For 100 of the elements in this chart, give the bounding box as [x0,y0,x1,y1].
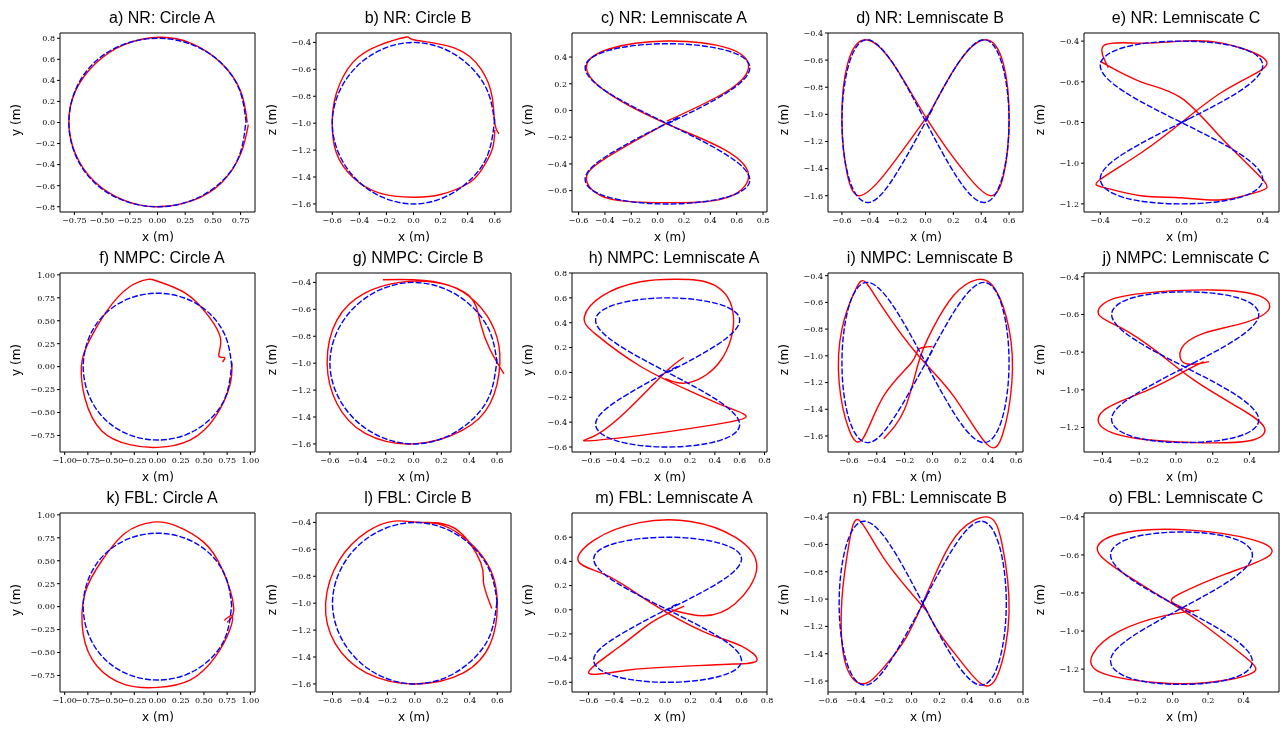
y-tick-label: 1.00 [37,270,55,280]
x-tick-label: 0.00 [148,215,167,225]
y-tick-label: −0.6 [803,540,823,550]
x-axis-title: x (m) [653,469,687,485]
x-axis-title: x (m) [909,229,943,245]
y-tick-label: −0.6 [803,298,823,308]
y-tick-label: −0.2 [35,139,55,149]
y-tick-label: −0.4 [291,518,311,528]
x-tick-label: 0.6 [490,455,504,465]
x-tick-label: −0.4 [595,215,615,225]
x-axis-title: x (m) [909,709,943,725]
x-tick-label: 0.0 [408,695,422,705]
x-tick-label: 0.2 [683,455,697,465]
chart-title: h) NMPC: Lemniscate A [587,248,761,268]
x-tick-label: 0.0 [926,455,939,465]
y-tick-label: −0.2 [547,629,567,639]
y-tick-label: 0.75 [37,293,55,303]
y-tick-label: 0.25 [37,579,55,589]
x-tick-label: −0.2 [874,695,894,705]
chart-title: d) NR: Lemniscate B [855,8,1005,28]
y-tick-label: −0.75 [30,431,55,441]
y-tick-label: 0.0 [554,368,567,378]
x-tick-label: 0.0 [658,695,672,705]
y-tick-label: −1.2 [803,378,823,388]
y-tick-label: −0.4 [35,160,55,170]
y-tick-label: −0.8 [35,202,55,212]
y-tick-label: 0.4 [554,318,567,328]
x-tick-label: −0.4 [860,215,880,225]
y-tick-label: −1.2 [1059,423,1079,433]
y-tick-label: −0.6 [547,186,567,196]
y-tick-label: −1.6 [803,191,823,201]
y-tick-label: −0.50 [30,408,55,418]
x-tick-label: 0.6 [733,455,747,465]
x-tick-label: −0.6 [839,455,859,465]
y-axis-title: z (m) [777,344,791,376]
x-axis-title: x (m) [653,229,687,245]
x-tick-label: 0.6 [488,215,502,225]
line-series [1109,531,1254,686]
chart-title: c) NR: Lemniscate A [600,8,748,28]
y-tick-label: −1.0 [291,359,311,369]
x-axis-title: x (m) [141,229,175,245]
x-tick-label: −1.00 [52,695,77,705]
x-tick-label: 0.8 [758,455,771,465]
x-tick-label: 0.4 [462,455,476,465]
y-tick-label: 0.8 [554,268,567,278]
x-tick-label: 0.6 [490,695,504,705]
y-tick-label: −0.6 [547,678,567,688]
x-axis-title: x (m) [397,469,431,485]
x-tick-label: −0.75 [62,215,87,225]
y-tick-label: −0.2 [547,133,567,143]
y-tick-label: −0.6 [547,442,567,452]
x-tick-label: −0.2 [377,695,398,705]
x-tick-label: 0.0 [407,455,420,465]
chart-title: g) NMPC: Circle B [351,248,485,268]
y-tick-label: −0.4 [803,512,823,522]
x-tick-label: 0.8 [760,695,774,705]
x-tick-label: 0.6 [1009,455,1023,465]
x-tick-label: −0.2 [629,695,650,705]
y-tick-label: 0.0 [554,605,567,615]
x-tick-label: 0.4 [703,215,717,225]
x-tick-label: 0.75 [231,215,250,225]
line-series [594,297,741,448]
x-tick-label: −0.6 [322,695,343,705]
x-tick-label: −0.2 [894,455,915,465]
chart-title: l) FBL: Circle B [363,488,473,508]
y-tick-label: −1.0 [291,119,311,129]
x-tick-label: −0.6 [568,215,589,225]
x-tick-label: −0.25 [117,215,143,225]
y-tick-label: 0.25 [37,339,55,349]
x-tick-label: −0.6 [580,455,601,465]
x-tick-label: 0.6 [988,695,1002,705]
x-axis-title: x (m) [397,709,431,725]
y-tick-label: −1.4 [803,649,823,659]
x-tick-label: 0.0 [919,215,932,225]
x-axis-title: x (m) [397,229,431,245]
y-tick-label: 0.4 [554,52,567,62]
x-tick-label: 0.4 [974,215,988,225]
y-tick-label: 0.50 [37,316,55,326]
y-axis-title: z (m) [1033,584,1047,616]
y-tick-label: −1.2 [803,137,823,147]
y-tick-label: −0.25 [30,625,55,635]
x-tick-label: −0.4 [349,215,370,225]
y-tick-label: −0.4 [547,653,567,663]
y-axis-title: z (m) [265,584,279,616]
x-tick-label: 0.75 [218,455,237,465]
y-tick-label: −1.0 [803,110,823,120]
x-tick-label: 0.4 [960,695,974,705]
x-axis-title: x (m) [1165,469,1199,485]
x-axis-title: x (m) [909,469,943,485]
x-axis-title: x (m) [1165,229,1199,245]
y-tick-label: −0.8 [291,92,311,102]
y-tick-label: −1.0 [1059,159,1079,169]
x-tick-label: 0.50 [195,455,213,465]
x-tick-label: −0.4 [1090,215,1110,225]
x-tick-label: −0.6 [818,695,838,705]
y-tick-label: −0.50 [30,648,55,658]
x-tick-label: −0.25 [122,455,147,465]
y-tick-label: −0.8 [803,567,823,577]
x-tick-label: −0.4 [350,695,370,705]
x-tick-label: −0.2 [1131,215,1151,225]
